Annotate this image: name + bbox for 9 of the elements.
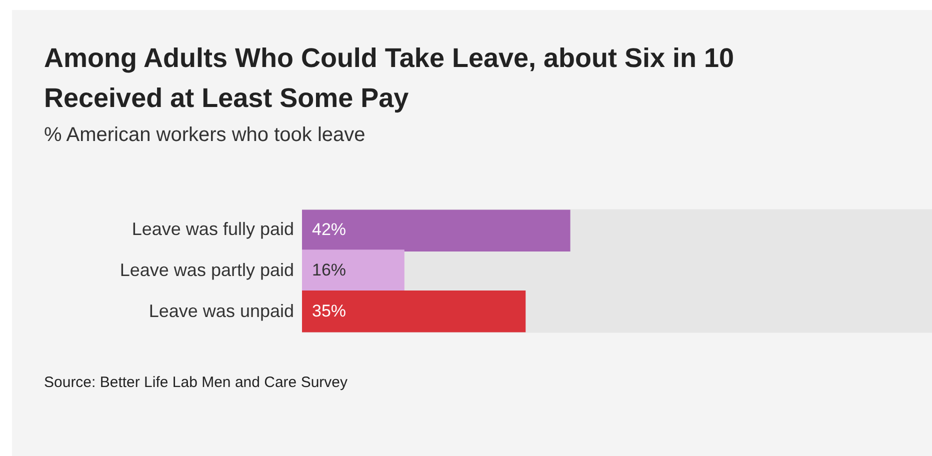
chart-subtitle: % American workers who took leave [44, 124, 366, 147]
data-label: 42% [312, 220, 346, 239]
source-note: Source: Better Life Lab Men and Care Survey [44, 374, 348, 391]
data-label: 16% [312, 260, 346, 280]
data-label: 35% [312, 301, 346, 320]
y-tick-label: Leave was partly paid [120, 260, 294, 280]
chart-title: Among Adults Who Could Take Leave, about Six in 10 Received at Least Some Pay [44, 42, 736, 115]
y-tick-label: Leave was fully paid [132, 219, 294, 240]
y-tick-label: Leave was unpaid [148, 300, 294, 321]
